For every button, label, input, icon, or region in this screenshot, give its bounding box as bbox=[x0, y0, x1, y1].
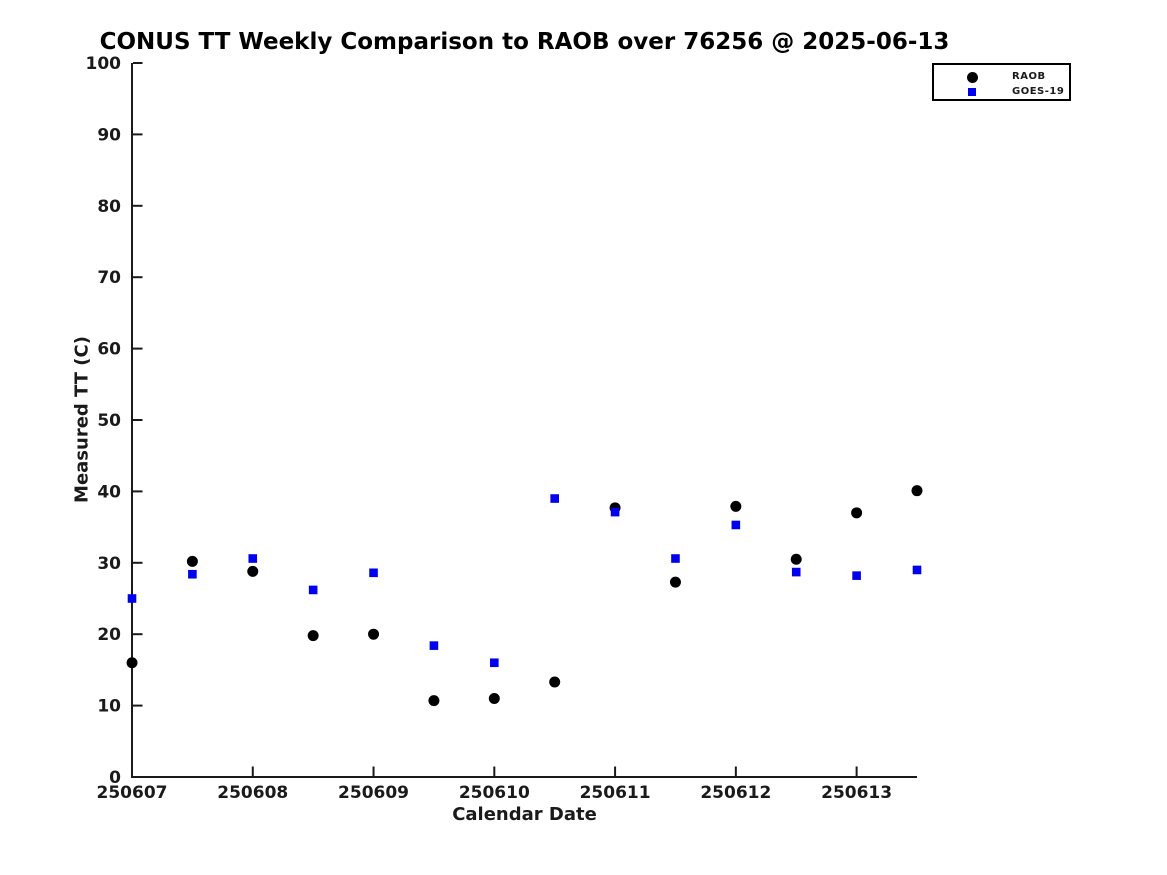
goes-19-square-marker-icon bbox=[968, 88, 976, 96]
data-point-raob bbox=[851, 507, 863, 519]
x-tick-label: 250607 bbox=[97, 783, 168, 803]
data-point-goes-19 bbox=[188, 569, 197, 579]
data-point-goes-19 bbox=[671, 554, 680, 563]
data-point-goes-19 bbox=[731, 520, 741, 530]
x-tick-label: 250608 bbox=[217, 783, 288, 803]
raob-circle-marker-icon bbox=[967, 72, 978, 83]
legend: RAOB GOES-19 bbox=[932, 63, 1071, 101]
data-point-goes-19 bbox=[429, 641, 439, 650]
y-tick-label: 100 bbox=[86, 54, 122, 74]
chart-title: CONUS TT Weekly Comparison to RAOB over … bbox=[99, 29, 950, 55]
data-point-raob bbox=[669, 576, 681, 588]
y-tick-label: 0 bbox=[109, 768, 121, 788]
y-tick-label: 40 bbox=[97, 482, 121, 502]
data-point-goes-19 bbox=[127, 594, 137, 603]
x-tick-label: 250609 bbox=[338, 783, 409, 803]
legend-label-goes-19: GOES-19 bbox=[1012, 86, 1065, 97]
data-point-raob bbox=[186, 555, 198, 567]
x-tick-label: 250611 bbox=[580, 783, 651, 803]
legend-item-raob: RAOB bbox=[934, 65, 1069, 83]
y-axis-label: Measured TT (C) bbox=[71, 336, 93, 503]
y-tick-label: 70 bbox=[97, 268, 121, 288]
y-tick-label: 10 bbox=[97, 697, 121, 717]
data-point-raob bbox=[790, 553, 802, 565]
data-point-raob bbox=[247, 565, 259, 577]
y-tick-label: 80 bbox=[97, 197, 121, 217]
legend-item-goes-19: GOES-19 bbox=[934, 65, 1069, 97]
data-point-raob bbox=[488, 692, 500, 704]
y-tick-label: 50 bbox=[97, 411, 121, 431]
data-point-goes-19 bbox=[308, 585, 318, 595]
y-tick-label: 60 bbox=[97, 340, 121, 360]
data-point-raob bbox=[126, 657, 138, 669]
y-tick-label: 90 bbox=[97, 125, 121, 145]
data-point-goes-19 bbox=[852, 571, 861, 580]
data-point-goes-19 bbox=[610, 507, 620, 517]
x-tick-label: 250612 bbox=[700, 783, 771, 803]
data-point-goes-19 bbox=[490, 658, 499, 668]
data-point-goes-19 bbox=[791, 567, 801, 577]
y-tick-label: 30 bbox=[97, 554, 121, 574]
data-point-raob bbox=[730, 500, 742, 512]
data-point-goes-19 bbox=[369, 568, 378, 578]
x-tick-label: 250610 bbox=[459, 783, 530, 803]
data-point-raob bbox=[428, 695, 440, 707]
data-point-raob bbox=[911, 485, 923, 497]
data-point-goes-19 bbox=[550, 494, 559, 503]
data-point-raob bbox=[549, 676, 561, 688]
data-point-raob bbox=[368, 628, 380, 640]
data-point-goes-19 bbox=[912, 565, 922, 575]
data-point-raob bbox=[307, 630, 319, 642]
data-point-goes-19 bbox=[248, 554, 258, 563]
legend-label-raob: RAOB bbox=[1012, 71, 1046, 82]
y-tick-label: 20 bbox=[97, 625, 121, 645]
x-tick-label: 250613 bbox=[821, 783, 892, 803]
x-axis-label: Calendar Date bbox=[452, 804, 597, 825]
